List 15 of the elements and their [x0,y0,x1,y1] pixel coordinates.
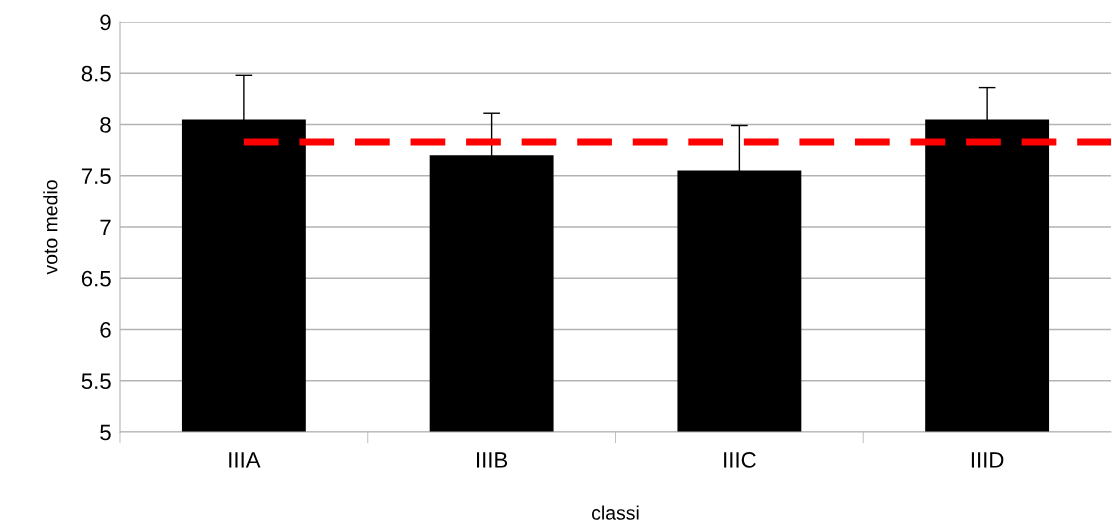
y-tick-label: 7.5 [81,168,111,185]
y-tick-label: 7 [100,219,111,236]
y-tick-label: 8 [100,117,111,133]
y-tick-label: 6 [100,322,111,338]
x-tick-label: IIIB [477,452,508,468]
y-tick-label: 5.5 [81,373,111,390]
y-tick-label: 6.5 [81,270,111,287]
x-tick-label: IIIA [229,452,261,468]
x-tick-label: IIIC [724,452,756,468]
x-tick-label: IIID [971,452,1004,468]
x-axis-title: classi [592,505,639,520]
y-tick-label: 8.5 [81,65,111,82]
y-tick-label: 9 [100,14,111,31]
y-tick-label: 5 [100,424,111,441]
y-axis-title: voto medio [43,180,58,275]
